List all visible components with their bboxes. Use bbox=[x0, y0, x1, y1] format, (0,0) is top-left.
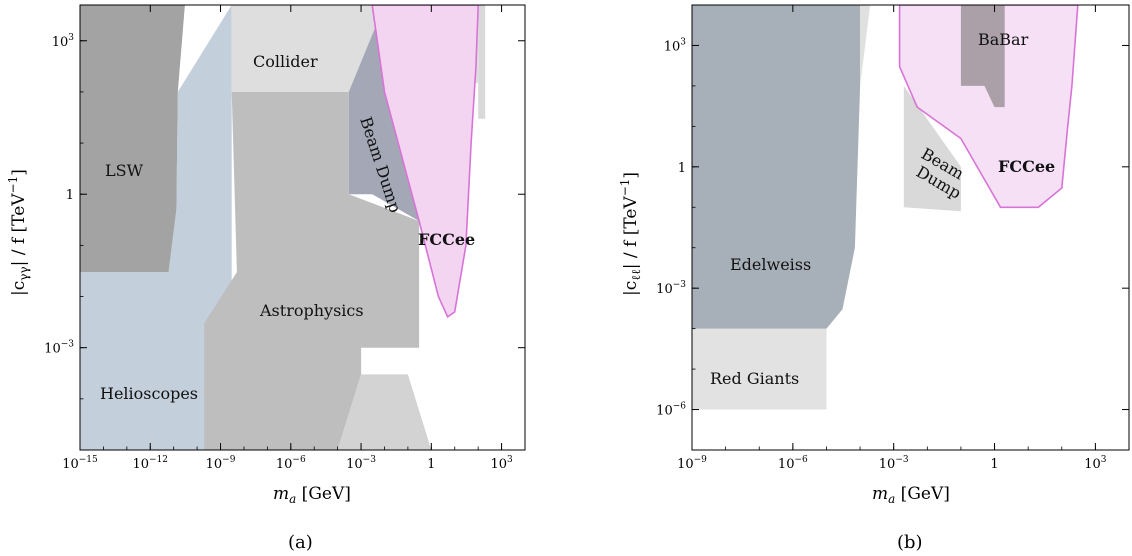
panel-b-x-axis-label: ma [GeV] bbox=[872, 484, 950, 506]
x-tick-label: 10−3 bbox=[346, 455, 376, 472]
region-helioscopes bbox=[80, 5, 232, 450]
y-tick-label: 103 bbox=[52, 33, 75, 50]
panel-a-frame bbox=[79, 4, 526, 451]
label-astrophysics: Astrophysics bbox=[259, 301, 364, 320]
region-edelweiss bbox=[692, 5, 861, 329]
panel-a-x-axis-label: ma [GeV] bbox=[273, 484, 351, 506]
panel-a-ticks: 10−15 10−12 10−9 10−6 10−3 1 103 10−3 1 103 bbox=[44, 5, 526, 472]
label-fccee-b: FCCee bbox=[998, 157, 1055, 176]
x-tick-label: 10−12 bbox=[132, 455, 168, 472]
x-tick-label: 10−3 bbox=[879, 455, 909, 472]
y-tick-label: 10−3 bbox=[656, 280, 686, 297]
region-astrophysics-tail bbox=[337, 374, 432, 450]
y-tick-label: 103 bbox=[664, 37, 687, 54]
x-tick-label: 10−6 bbox=[276, 455, 306, 472]
x-tick-label: 103 bbox=[490, 455, 513, 472]
panel-b-y-axis-label: |cℓℓ| / f [TeV−1] bbox=[618, 172, 643, 296]
panel-a-chart: 10−15 10−12 10−9 10−6 10−3 1 103 10−3 1 103 LSW H… bbox=[6, 4, 526, 553]
label-collider: Collider bbox=[253, 52, 318, 71]
x-tick-label: 10−6 bbox=[778, 455, 808, 472]
region-fccee bbox=[898, 5, 1079, 209]
region-collider-right bbox=[478, 5, 486, 119]
x-tick-label: 10−15 bbox=[62, 455, 98, 472]
panel-b-regions bbox=[692, 5, 1079, 410]
label-babar: BaBar bbox=[978, 30, 1029, 49]
y-tick-label: 1 bbox=[678, 161, 686, 176]
label-edelweiss: Edelweiss bbox=[730, 255, 811, 274]
y-tick-label: 10−3 bbox=[44, 340, 74, 357]
label-red-giants: Red Giants bbox=[710, 369, 799, 388]
region-lsw bbox=[80, 5, 185, 273]
region-edelweiss-edge bbox=[860, 5, 871, 86]
panel-b-caption: (b) bbox=[897, 532, 923, 553]
region-red-giants bbox=[692, 328, 827, 410]
region-fccee bbox=[371, 5, 480, 319]
x-tick-label: 10−9 bbox=[206, 455, 236, 472]
panel-a-caption: (a) bbox=[288, 532, 313, 553]
region-beam-dump bbox=[903, 85, 961, 212]
y-tick-label: 1 bbox=[66, 188, 74, 203]
panel-a-regions bbox=[80, 5, 486, 450]
panel-a-y-axis-label: |cγγ| / f [TeV−1] bbox=[6, 169, 31, 296]
label-fccee-a: FCCee bbox=[418, 230, 475, 249]
region-babar bbox=[960, 5, 1005, 108]
region-astrophysics bbox=[204, 91, 420, 450]
x-tick-label: 10−9 bbox=[677, 455, 707, 472]
panel-b-ticks: 10−9 10−6 10−3 1 103 10−6 10−3 1 103 bbox=[656, 4, 1130, 472]
label-lsw: LSW bbox=[105, 161, 144, 180]
y-tick-label: 10−6 bbox=[656, 402, 686, 419]
panel-b-frame bbox=[691, 4, 1130, 451]
x-tick-label: 103 bbox=[1084, 455, 1107, 472]
label-helioscopes: Helioscopes bbox=[100, 384, 198, 403]
x-tick-label: 1 bbox=[990, 457, 998, 472]
x-tick-label: 1 bbox=[427, 457, 435, 472]
region-beam-dump bbox=[348, 5, 420, 221]
